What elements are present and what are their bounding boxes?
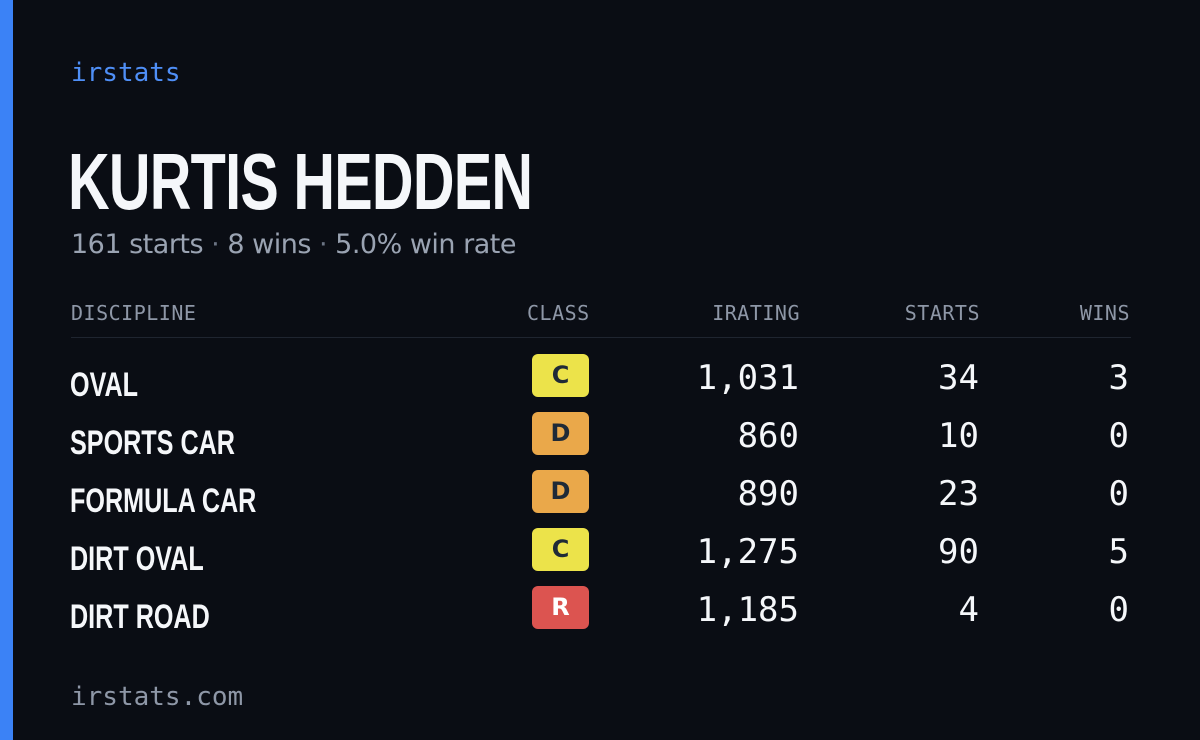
summary-starts: 161 starts [71, 229, 204, 260]
stats-summary: 161 starts · 8 wins · 5.0% win rate [71, 226, 516, 264]
wins-value: 5 [1108, 532, 1129, 572]
discipline-name: OVAL [70, 366, 139, 404]
header-wins: WINS [1079, 301, 1130, 325]
header-discipline: DISCIPLINE [71, 301, 197, 325]
wins-value: 0 [1108, 590, 1129, 630]
starts-value: 23 [938, 474, 979, 514]
discipline-name: DIRT ROAD [70, 598, 210, 636]
discipline-name: FORMULA CAR [70, 482, 257, 520]
summary-separator: · [318, 229, 328, 260]
starts-value: 34 [938, 358, 979, 398]
irating-value: 1,275 [696, 532, 799, 572]
player-name: KURTIS HEDDEN [68, 137, 533, 226]
discipline-name: DIRT OVAL [70, 540, 204, 578]
summary-wins: 8 wins [227, 229, 311, 260]
header-irating: IRATING [712, 301, 800, 325]
header-divider [71, 337, 1131, 338]
class-badge: D [532, 470, 589, 513]
irating-value: 1,031 [696, 358, 799, 398]
starts-value: 10 [938, 416, 979, 456]
discipline-name: SPORTS CAR [70, 424, 235, 462]
wins-value: 0 [1108, 416, 1129, 456]
brand-logo: irstats [71, 58, 181, 88]
starts-value: 4 [958, 590, 979, 630]
summary-win-rate: 5.0% win rate [335, 229, 516, 260]
irating-value: 1,185 [696, 590, 799, 630]
class-badge: R [532, 586, 589, 629]
class-badge: D [532, 412, 589, 455]
summary-separator: · [211, 229, 220, 260]
class-badge: C [532, 528, 589, 571]
header-starts: STARTS [904, 301, 980, 325]
starts-value: 90 [938, 532, 979, 572]
accent-bar [0, 0, 13, 740]
footer-url: irstats.com [71, 682, 244, 712]
wins-value: 0 [1108, 474, 1129, 514]
header-class: CLASS [527, 301, 590, 325]
irating-value: 860 [737, 416, 799, 456]
class-badge: C [532, 354, 589, 397]
irating-value: 890 [737, 474, 799, 514]
wins-value: 3 [1108, 358, 1129, 398]
